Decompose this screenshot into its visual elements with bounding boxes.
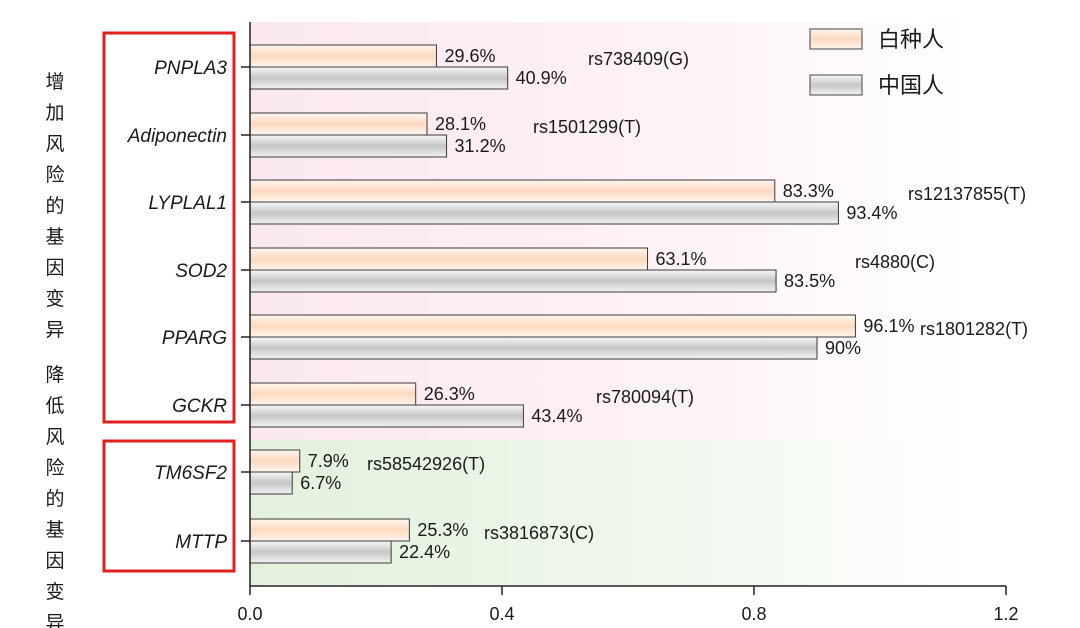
group-label-char: 险 <box>45 457 64 479</box>
group-label-char: 变 <box>45 581 64 603</box>
x-tick-label: 0.8 <box>741 604 766 624</box>
x-tick-label: 0.0 <box>237 604 262 624</box>
value-label-tm6sf2-chinese: 6.7% <box>300 473 341 493</box>
value-label-lyplal1-chinese: 93.4% <box>846 203 897 223</box>
legend: 白种人 中国人 <box>809 28 944 99</box>
group-label-char: 基 <box>45 226 64 248</box>
snp-label-lyplal1: rs12137855(T) <box>908 184 1026 204</box>
bar-adiponectin-white <box>249 112 428 136</box>
bar-gckr-white <box>249 382 417 406</box>
bar-lyplal1-white <box>249 179 776 203</box>
value-label-sod2-white: 63.1% <box>656 249 707 269</box>
bar-sod2-chinese <box>249 269 777 293</box>
snp-label-pparg: rs1801282(T) <box>920 319 1028 339</box>
value-label-gckr-white: 26.3% <box>424 384 475 404</box>
bar-mttp-white <box>249 518 410 542</box>
bar-pparg-chinese <box>249 336 818 360</box>
group-label-char: 风 <box>45 426 64 448</box>
snp-label-gckr: rs780094(T) <box>596 387 694 407</box>
bar-pparg-white <box>249 314 856 338</box>
bar-mttp-chinese <box>249 540 392 564</box>
value-label-tm6sf2-white: 7.9% <box>308 451 349 471</box>
bar-pnpla3-white <box>249 44 437 68</box>
group-label-char: 降 <box>45 364 64 386</box>
group-label-char: 异 <box>45 612 64 628</box>
group-label-char: 因 <box>45 257 64 279</box>
gene-label-sod2: SOD2 <box>175 261 227 282</box>
legend-swatch-white <box>809 28 863 50</box>
x-tick-label: 0.4 <box>489 604 514 624</box>
value-label-adiponectin-white: 28.1% <box>435 114 486 134</box>
snp-label-tm6sf2: rs58542926(T) <box>367 454 485 474</box>
gene-label-lyplal1: LYPLAL1 <box>148 193 227 214</box>
value-label-sod2-chinese: 83.5% <box>784 271 835 291</box>
bar-adiponectin-chinese <box>249 134 448 158</box>
gene-label-gckr: GCKR <box>172 396 227 417</box>
risk-decrease-box <box>102 439 236 573</box>
bar-pnpla3-chinese <box>249 66 509 90</box>
legend-label-white: 白种人 <box>878 28 944 53</box>
value-label-pparg-white: 96.1% <box>863 316 914 336</box>
risk-increase-box <box>102 31 236 424</box>
group-label-char: 的 <box>45 488 64 510</box>
bar-gckr-chinese <box>249 404 524 428</box>
value-label-adiponectin-chinese: 31.2% <box>455 136 506 156</box>
gene-label-mttp: MTTP <box>175 532 227 553</box>
bar-lyplal1-chinese <box>249 201 839 225</box>
y-ticks: PNPLA3 Adiponectin LYPLAL1 SOD2 PPARG GCKR TM6… <box>127 58 250 553</box>
value-label-mttp-white: 25.3% <box>417 520 468 540</box>
bar-sod2-white <box>249 247 649 271</box>
bar-tm6sf2-white <box>249 449 301 473</box>
x-tick-label: 1.2 <box>993 604 1018 624</box>
group-label-char: 的 <box>45 195 64 217</box>
group-label-char: 增 <box>45 71 64 93</box>
value-label-pparg-chinese: 90% <box>825 338 861 358</box>
value-label-lyplal1-white: 83.3% <box>783 181 834 201</box>
labels-layer: 29.6% 40.9% rs738409(G) 28.1%31.2% rs1501299… <box>300 46 1028 562</box>
value-label-pnpla3-white: 29.6% <box>444 46 495 66</box>
group-label-char: 异 <box>45 319 64 341</box>
gene-label-tm6sf2: TM6SF2 <box>154 463 227 484</box>
legend-swatch-gray <box>809 74 863 96</box>
legend-label-chinese: 中国人 <box>878 74 944 99</box>
group-label-char: 加 <box>45 102 64 124</box>
gene-label-pparg: PPARG <box>162 328 227 349</box>
snp-label-pnpla3: rs738409(G) <box>588 49 689 69</box>
x-ticks: 0.0 0.4 0.8 1.2 <box>237 586 1019 624</box>
bar-tm6sf2-chinese <box>249 471 293 495</box>
value-label-pnpla3-chinese: 40.9% <box>516 68 567 88</box>
group-label-char: 变 <box>45 288 64 310</box>
group-label-char: 低 <box>45 395 64 417</box>
group-label-char: 风 <box>45 133 64 155</box>
group-label-char: 因 <box>45 550 64 572</box>
snp-label-mttp: rs3816873(C) <box>484 523 594 543</box>
group-label-char: 基 <box>45 519 64 541</box>
snp-label-adiponectin: rs1501299(T) <box>533 117 641 137</box>
snp-label-sod2: rs4880(C) <box>855 252 935 272</box>
group-label-char: 险 <box>45 164 64 186</box>
value-label-gckr-chinese: 43.4% <box>531 406 582 426</box>
value-label-mttp-chinese: 22.4% <box>399 542 450 562</box>
gene-label-adiponectin: Adiponectin <box>127 126 227 147</box>
gene-label-pnpla3: PNPLA3 <box>154 58 227 79</box>
